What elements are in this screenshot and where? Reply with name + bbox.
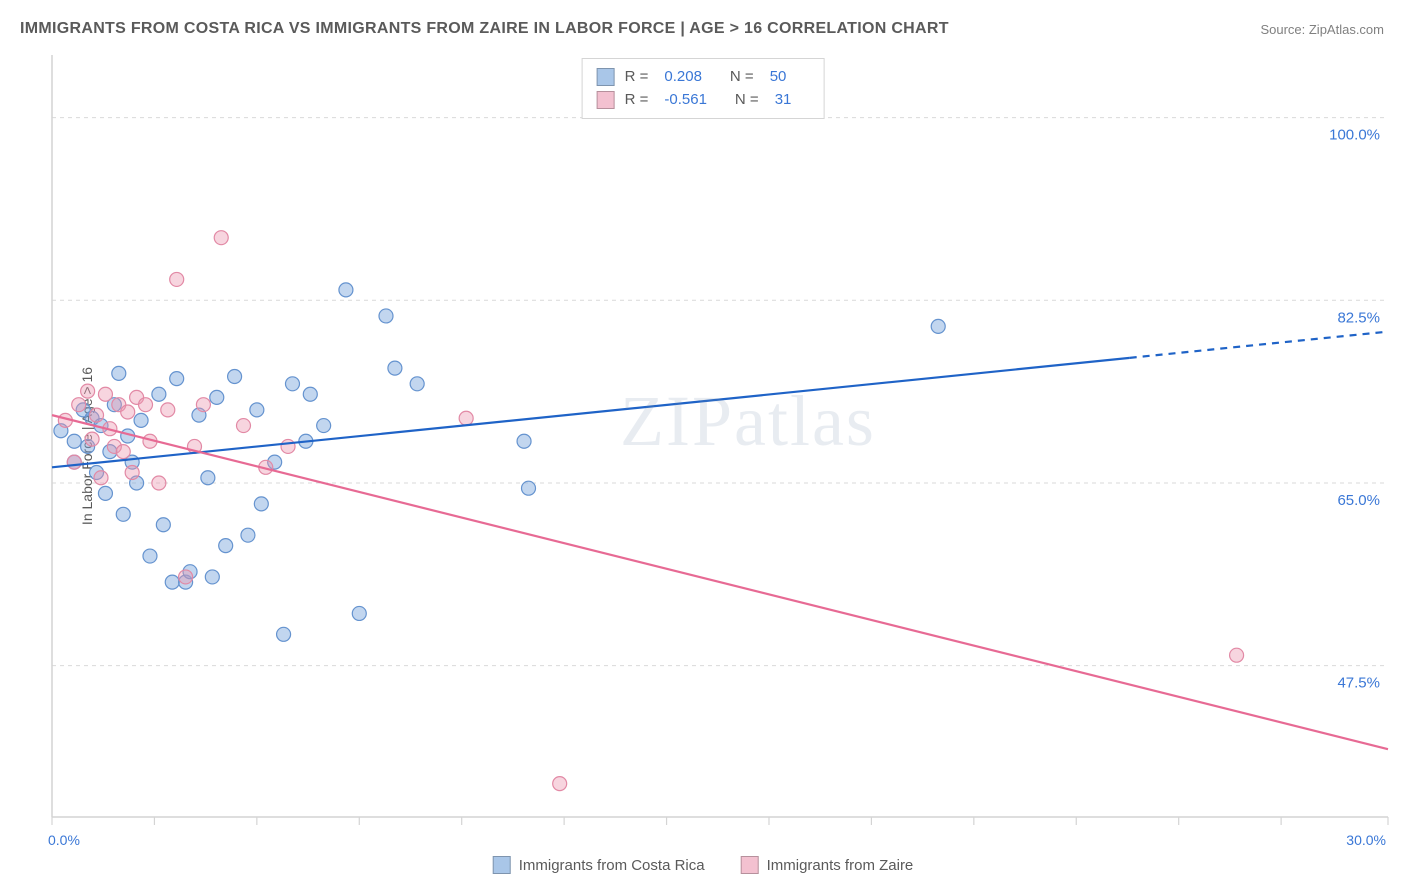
scatter-point xyxy=(254,497,268,511)
x-axis-min-label: 0.0% xyxy=(48,832,80,848)
scatter-point xyxy=(67,434,81,448)
scatter-point xyxy=(156,518,170,532)
swatch-zaire xyxy=(741,856,759,874)
legend-item-costa-rica: Immigrants from Costa Rica xyxy=(493,856,705,874)
r-label: R = xyxy=(625,65,649,88)
scatter-point xyxy=(179,570,193,584)
scatter-point xyxy=(250,403,264,417)
scatter-point xyxy=(121,405,135,419)
scatter-point xyxy=(201,471,215,485)
scatter-point xyxy=(196,398,210,412)
scatter-point xyxy=(277,627,291,641)
scatter-point xyxy=(72,398,86,412)
trend-line xyxy=(52,358,1130,467)
scatter-chart: 47.5% 65.0% 82.5% 100.0% xyxy=(0,0,1406,892)
scatter-point xyxy=(94,471,108,485)
swatch-costa-rica xyxy=(597,68,615,86)
scatter-point xyxy=(139,398,153,412)
x-axis-max-label: 30.0% xyxy=(1346,832,1386,848)
scatter-point xyxy=(228,370,242,384)
scatter-point xyxy=(210,390,224,404)
scatter-point xyxy=(303,387,317,401)
trend-line xyxy=(52,415,1388,749)
correlation-stats-box: R = 0.208 N = 50 R = -0.561 N = 31 xyxy=(582,58,825,119)
y-grid-label: 82.5% xyxy=(1337,309,1380,326)
scatter-point xyxy=(165,575,179,589)
scatter-point xyxy=(152,476,166,490)
scatter-point xyxy=(236,419,250,433)
stats-row-series-2: R = -0.561 N = 31 xyxy=(597,88,810,111)
scatter-point xyxy=(339,283,353,297)
scatter-point xyxy=(116,507,130,521)
scatter-point xyxy=(112,366,126,380)
y-grid-label: 100.0% xyxy=(1329,127,1380,144)
swatch-zaire xyxy=(597,91,615,109)
scatter-point xyxy=(241,528,255,542)
r-label: R = xyxy=(625,88,649,111)
r-value-series-2: -0.561 xyxy=(658,88,725,111)
scatter-point xyxy=(459,411,473,425)
scatter-point xyxy=(931,319,945,333)
scatter-point xyxy=(125,466,139,480)
scatter-point xyxy=(214,231,228,245)
scatter-point xyxy=(285,377,299,391)
legend-label: Immigrants from Zaire xyxy=(767,857,914,874)
scatter-point xyxy=(134,413,148,427)
scatter-point xyxy=(388,361,402,375)
scatter-point xyxy=(143,549,157,563)
scatter-point xyxy=(352,606,366,620)
n-value-series-1: 50 xyxy=(764,65,805,88)
scatter-point xyxy=(170,372,184,386)
n-value-series-2: 31 xyxy=(769,88,810,111)
scatter-point xyxy=(170,272,184,286)
trend-line-extrapolated xyxy=(1130,332,1388,358)
n-label: N = xyxy=(730,65,754,88)
scatter-point xyxy=(379,309,393,323)
scatter-point xyxy=(98,387,112,401)
y-grid-label: 65.0% xyxy=(1337,492,1380,509)
scatter-point xyxy=(522,481,536,495)
scatter-point xyxy=(85,432,99,446)
scatter-point xyxy=(281,439,295,453)
scatter-point xyxy=(67,455,81,469)
scatter-point xyxy=(317,419,331,433)
bottom-legend: Immigrants from Costa Rica Immigrants fr… xyxy=(493,856,914,874)
scatter-point xyxy=(116,445,130,459)
stats-row-series-1: R = 0.208 N = 50 xyxy=(597,65,810,88)
scatter-point xyxy=(517,434,531,448)
swatch-costa-rica xyxy=(493,856,511,874)
scatter-point xyxy=(219,539,233,553)
scatter-point xyxy=(410,377,424,391)
y-grid-label: 47.5% xyxy=(1337,675,1380,692)
n-label: N = xyxy=(735,88,759,111)
scatter-point xyxy=(205,570,219,584)
scatter-point xyxy=(1230,648,1244,662)
legend-item-zaire: Immigrants from Zaire xyxy=(741,856,914,874)
scatter-point xyxy=(161,403,175,417)
legend-label: Immigrants from Costa Rica xyxy=(519,857,705,874)
scatter-point xyxy=(90,408,104,422)
scatter-point xyxy=(81,384,95,398)
r-value-series-1: 0.208 xyxy=(658,65,720,88)
scatter-point xyxy=(553,777,567,791)
scatter-point xyxy=(98,486,112,500)
scatter-point xyxy=(152,387,166,401)
